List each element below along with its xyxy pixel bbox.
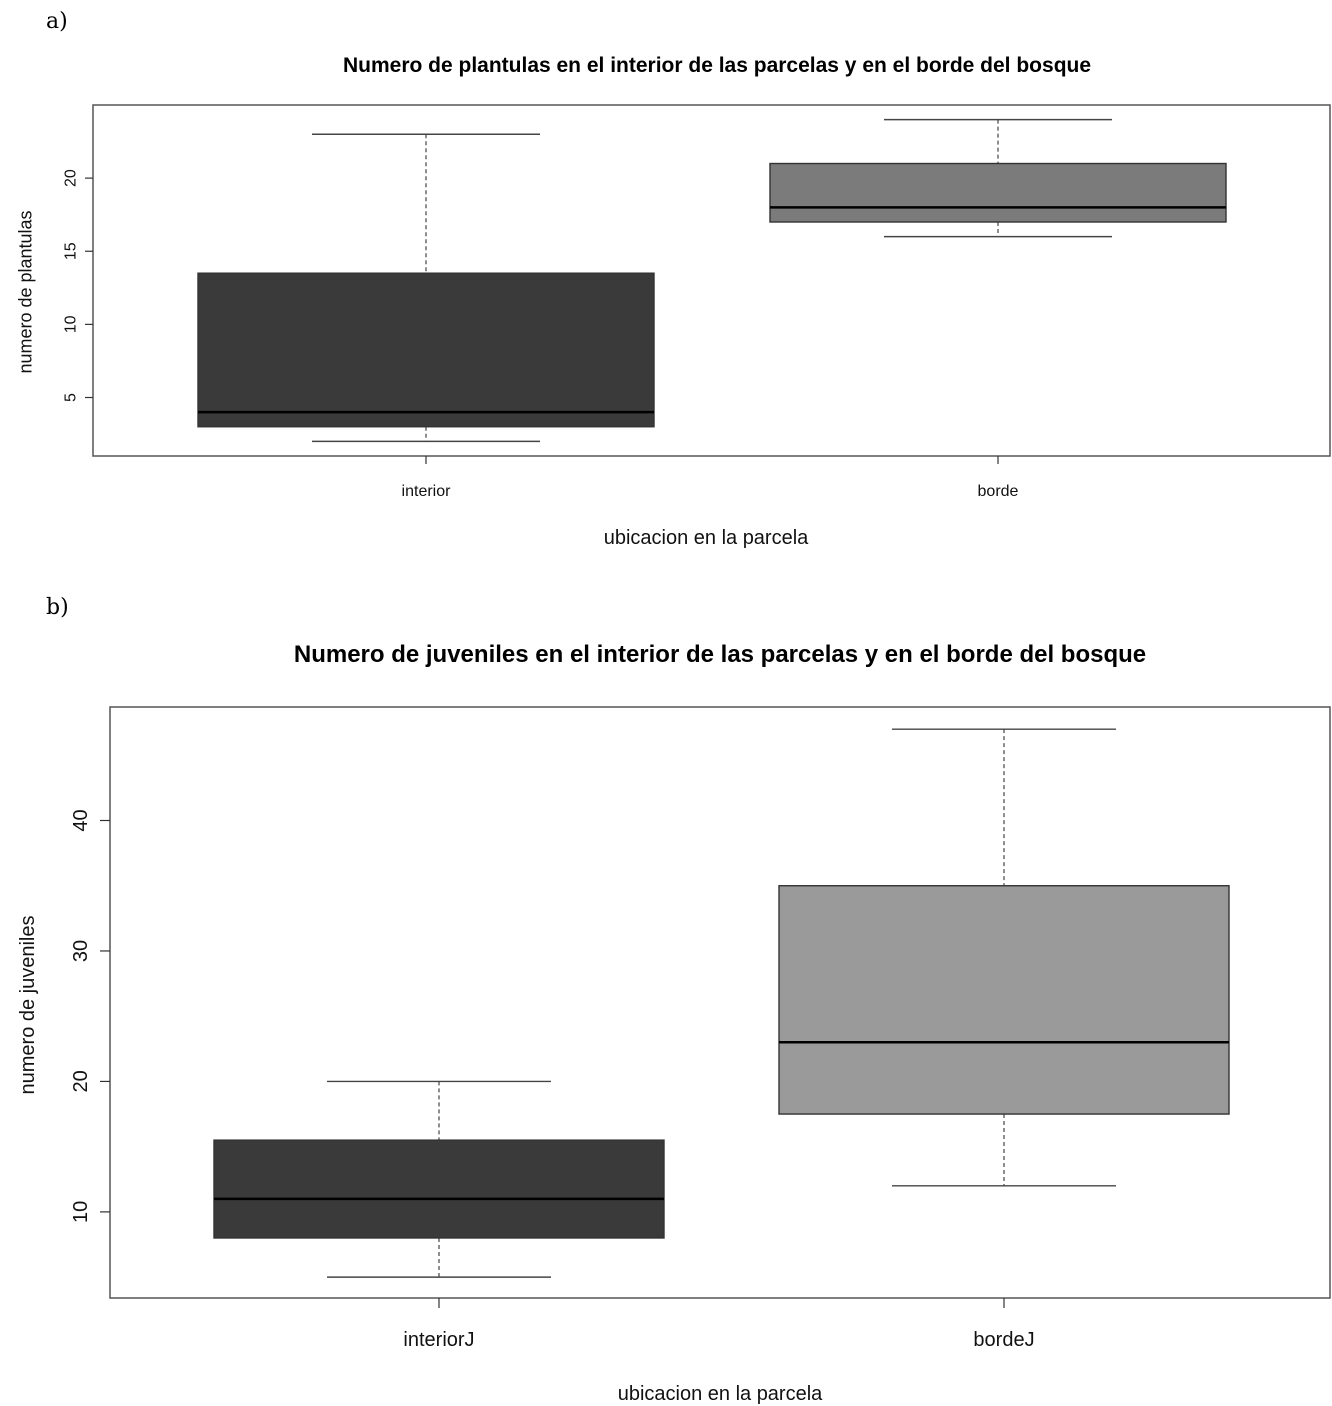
y-tick-label: 20 <box>70 1070 92 1092</box>
x-tick-label: interior <box>402 483 452 500</box>
y-tick-label: 30 <box>70 940 92 962</box>
y-axis-label: numero de juveniles <box>17 916 39 1095</box>
y-tick-label: 40 <box>70 809 92 831</box>
box-interiorJ <box>213 1080 665 1278</box>
box-bordeJ <box>778 728 1230 1187</box>
panel-letter: a) <box>46 9 68 34</box>
panel-letter: b) <box>46 595 69 620</box>
y-axis-label: numero de plantulas <box>15 210 35 373</box>
y-tick-label: 5 <box>63 393 80 402</box>
box-borde <box>769 118 1227 238</box>
chart-title: Numero de plantulas en el interior de la… <box>343 54 1091 77</box>
iqr-box <box>197 272 655 428</box>
x-axis-label: ubicacion en la parcela <box>618 1383 823 1405</box>
box-interior <box>197 133 655 443</box>
y-tick-label: 15 <box>63 242 80 260</box>
y-tick-label: 10 <box>63 315 80 333</box>
iqr-box <box>778 885 1230 1115</box>
x-tick-label: borde <box>978 483 1019 500</box>
plot-frame <box>92 104 1331 457</box>
chart-title: Numero de juveniles en el interior de la… <box>294 641 1146 668</box>
plot-frame <box>109 706 1331 1299</box>
y-tick-label: 20 <box>63 169 80 187</box>
boxplot-chart-plantulas: a) Numero de plantulas en el interior de … <box>15 9 1331 549</box>
x-axis-label: ubicacion en la parcela <box>604 527 809 549</box>
chart-panel-b: b) Numero de juveniles en el interior de … <box>0 580 1332 1406</box>
chart-panel-a: a) Numero de plantulas en el interior de … <box>0 0 1332 580</box>
x-tick-label: bordeJ <box>973 1329 1034 1351</box>
boxplot-chart-juveniles: b) Numero de juveniles en el interior de … <box>17 595 1331 1405</box>
iqr-box <box>769 162 1227 223</box>
y-tick-label: 10 <box>70 1201 92 1223</box>
iqr-box <box>213 1139 665 1239</box>
x-tick-label: interiorJ <box>403 1329 474 1351</box>
